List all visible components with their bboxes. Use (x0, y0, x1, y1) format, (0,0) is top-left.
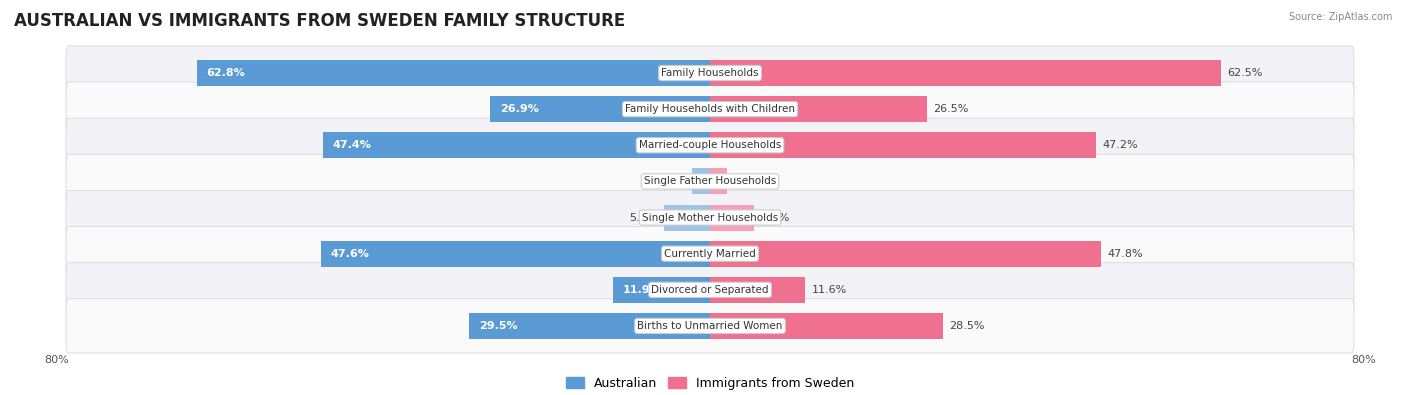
Bar (710, 313, 943, 339)
Bar (470, 313, 710, 339)
Bar (322, 132, 710, 158)
Text: 5.4%: 5.4% (761, 213, 789, 222)
FancyBboxPatch shape (66, 82, 1354, 136)
Bar (321, 241, 710, 267)
FancyBboxPatch shape (66, 118, 1354, 172)
FancyBboxPatch shape (66, 263, 1354, 317)
Bar (613, 277, 710, 303)
Bar (710, 132, 1095, 158)
Bar (710, 277, 804, 303)
Bar (710, 168, 727, 194)
Bar (710, 205, 754, 231)
Text: 11.6%: 11.6% (811, 285, 846, 295)
FancyBboxPatch shape (66, 227, 1354, 281)
Text: 2.1%: 2.1% (734, 177, 762, 186)
Text: Family Households: Family Households (661, 68, 759, 78)
Text: 26.9%: 26.9% (501, 104, 538, 114)
Text: Source: ZipAtlas.com: Source: ZipAtlas.com (1288, 12, 1392, 22)
Text: 2.2%: 2.2% (657, 177, 686, 186)
FancyBboxPatch shape (66, 299, 1354, 353)
Bar (710, 241, 1101, 267)
FancyBboxPatch shape (66, 190, 1354, 245)
Bar (197, 60, 710, 86)
Text: 11.9%: 11.9% (623, 285, 661, 295)
Text: Single Father Households: Single Father Households (644, 177, 776, 186)
Text: 47.8%: 47.8% (1107, 249, 1143, 259)
Text: 47.2%: 47.2% (1102, 140, 1137, 150)
Legend: Australian, Immigrants from Sweden: Australian, Immigrants from Sweden (561, 372, 859, 395)
Text: Single Mother Households: Single Mother Households (643, 213, 778, 222)
FancyBboxPatch shape (66, 46, 1354, 100)
Bar (491, 96, 710, 122)
Text: Births to Unmarried Women: Births to Unmarried Women (637, 321, 783, 331)
Bar (664, 205, 710, 231)
Text: AUSTRALIAN VS IMMIGRANTS FROM SWEDEN FAMILY STRUCTURE: AUSTRALIAN VS IMMIGRANTS FROM SWEDEN FAM… (14, 12, 626, 30)
Text: 62.5%: 62.5% (1227, 68, 1263, 78)
Bar (710, 96, 927, 122)
Text: 47.4%: 47.4% (332, 140, 371, 150)
Text: 5.6%: 5.6% (630, 213, 658, 222)
Text: 26.5%: 26.5% (934, 104, 969, 114)
Text: 47.6%: 47.6% (330, 249, 370, 259)
Text: 28.5%: 28.5% (949, 321, 986, 331)
Text: Currently Married: Currently Married (664, 249, 756, 259)
Text: Family Households with Children: Family Households with Children (626, 104, 794, 114)
Text: 29.5%: 29.5% (479, 321, 517, 331)
FancyBboxPatch shape (66, 154, 1354, 209)
Text: Divorced or Separated: Divorced or Separated (651, 285, 769, 295)
Text: Married-couple Households: Married-couple Households (638, 140, 782, 150)
Bar (710, 60, 1220, 86)
Bar (692, 168, 710, 194)
Text: 62.8%: 62.8% (207, 68, 246, 78)
